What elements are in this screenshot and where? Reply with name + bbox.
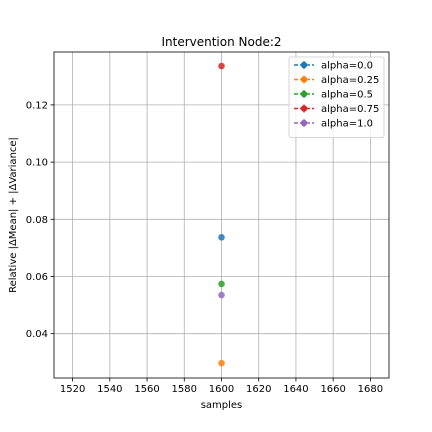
- x-tick-label: 1600: [209, 384, 234, 395]
- legend-marker: [300, 90, 308, 98]
- x-tick-label: 1540: [97, 384, 122, 395]
- legend-label: alpha=0.5: [321, 90, 373, 101]
- x-tick-label: 1560: [134, 384, 159, 395]
- data-point: [218, 359, 225, 367]
- x-tick-label: 1640: [283, 384, 308, 395]
- legend-label: alpha=0.75: [321, 104, 379, 115]
- legend-marker: [300, 105, 308, 112]
- data-point: [218, 291, 225, 299]
- legend-box: [288, 56, 385, 138]
- y-tick-label: 0.10: [26, 158, 48, 169]
- axis-ticks: 1520 1540 1560 1580 1600 1620 1640 1660 1680 0.04…: [26, 100, 383, 395]
- legend-marker: [300, 119, 308, 127]
- legend: alpha=0.0 alpha=0.25 alpha=0.5 alpha=0.75 al…: [288, 56, 385, 138]
- x-tick-label: 1680: [358, 384, 383, 395]
- legend-marker: [300, 61, 308, 69]
- y-tick-label: 0.08: [26, 215, 48, 226]
- x-tick-label: 1580: [172, 384, 197, 395]
- data-point: [218, 280, 225, 288]
- data-point: [218, 234, 225, 241]
- y-tick-label: 0.06: [26, 272, 48, 283]
- y-tick-label: 0.04: [26, 329, 48, 340]
- x-tick-label: 1620: [246, 384, 271, 395]
- x-tick-label: 1660: [320, 384, 345, 395]
- legend-label: alpha=0.0: [321, 61, 373, 72]
- data-point: [218, 62, 225, 70]
- y-tick-label: 0.12: [26, 100, 48, 111]
- legend-marker: [300, 76, 308, 83]
- x-axis-label: samples: [201, 400, 243, 411]
- chart-title: Intervention Node:2: [161, 35, 281, 49]
- x-tick-label: 1520: [60, 384, 85, 395]
- data-points: [218, 62, 225, 367]
- y-axis-label: Relative |ΔMean| + |ΔVariance|: [8, 137, 19, 293]
- legend-label: alpha=1.0: [321, 119, 373, 130]
- legend-label: alpha=0.25: [321, 75, 379, 86]
